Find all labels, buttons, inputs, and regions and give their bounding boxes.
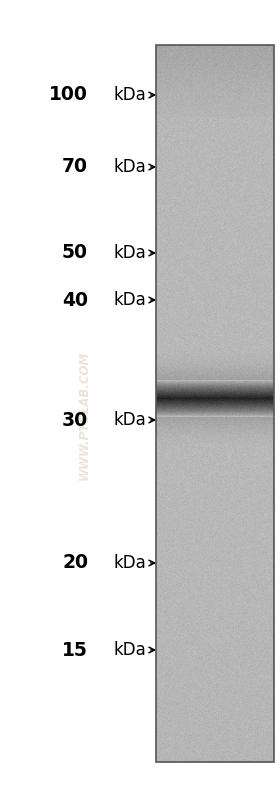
Text: kDa: kDa [113,244,146,262]
Bar [156,45,274,762]
Text: kDa: kDa [113,411,146,429]
Text: 100: 100 [49,85,88,105]
Text: 70: 70 [62,157,88,177]
Text: kDa: kDa [113,291,146,309]
Text: 15: 15 [62,641,88,659]
Text: WWW.PTGLAB.COM: WWW.PTGLAB.COM [78,351,90,480]
Text: 40: 40 [62,291,88,309]
Text: 20: 20 [62,554,88,573]
Text: kDa: kDa [113,86,146,104]
Text: kDa: kDa [113,554,146,572]
Text: kDa: kDa [113,641,146,659]
Text: kDa: kDa [113,158,146,176]
Text: 30: 30 [62,411,88,430]
Text: 50: 50 [62,244,88,263]
